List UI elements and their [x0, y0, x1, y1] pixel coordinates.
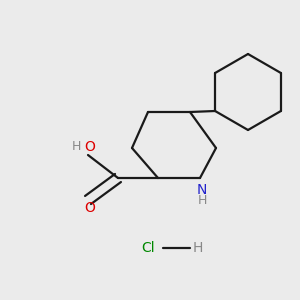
Text: O: O	[85, 140, 95, 154]
Text: H: H	[197, 194, 207, 206]
Text: H: H	[193, 241, 203, 255]
Text: O: O	[85, 201, 95, 215]
Text: H: H	[71, 140, 81, 154]
Text: N: N	[197, 183, 207, 197]
Text: Cl: Cl	[141, 241, 155, 255]
